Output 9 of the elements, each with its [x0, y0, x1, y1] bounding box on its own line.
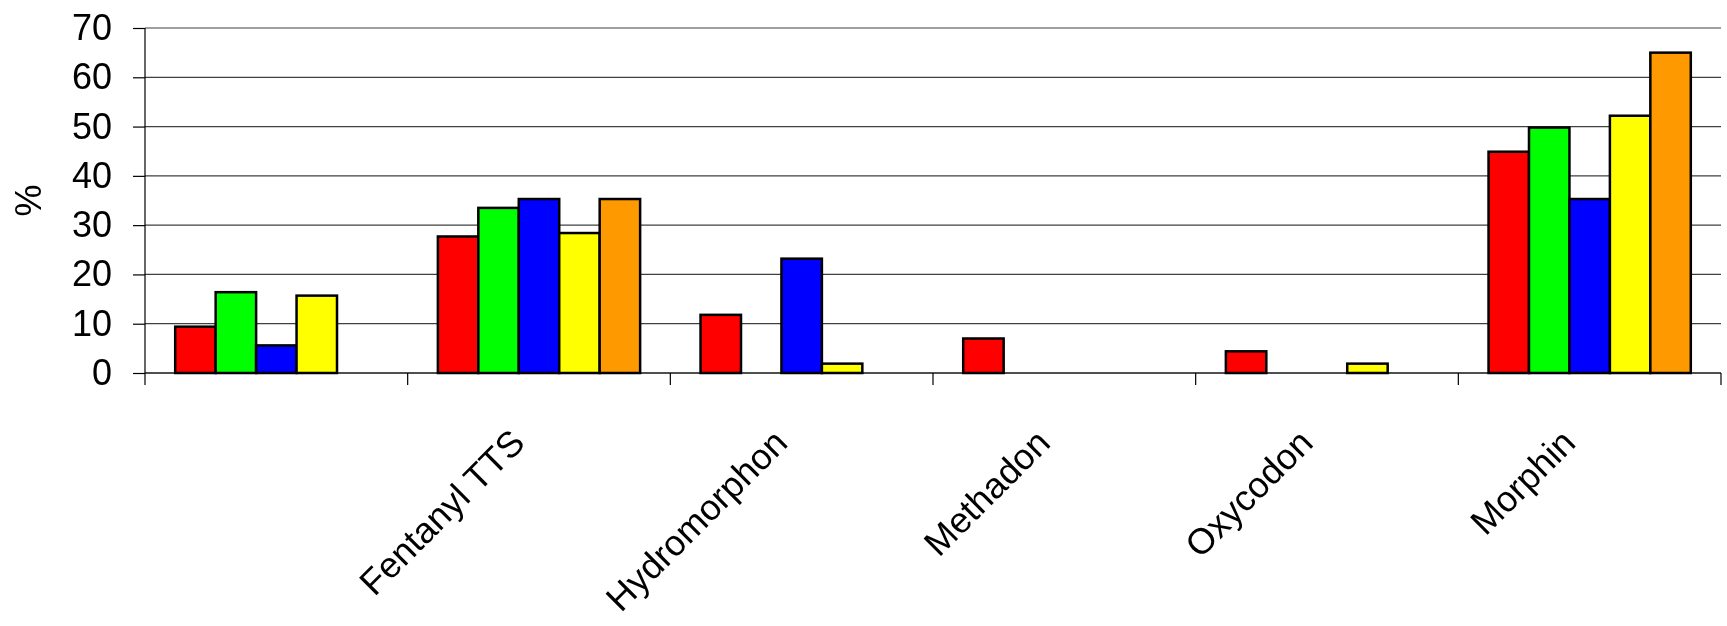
- y-tick-label: 40: [71, 154, 112, 196]
- y-tick-label: 60: [71, 56, 112, 98]
- y-tick-label: 20: [71, 253, 112, 295]
- y-tick-label: 70: [71, 7, 112, 49]
- y-axis-title: %: [7, 184, 49, 217]
- y-tick-label: 0: [91, 352, 112, 394]
- y-tick-label: 50: [71, 105, 112, 147]
- y-tick-label: 10: [71, 302, 112, 344]
- y-tick-label: 30: [71, 204, 112, 246]
